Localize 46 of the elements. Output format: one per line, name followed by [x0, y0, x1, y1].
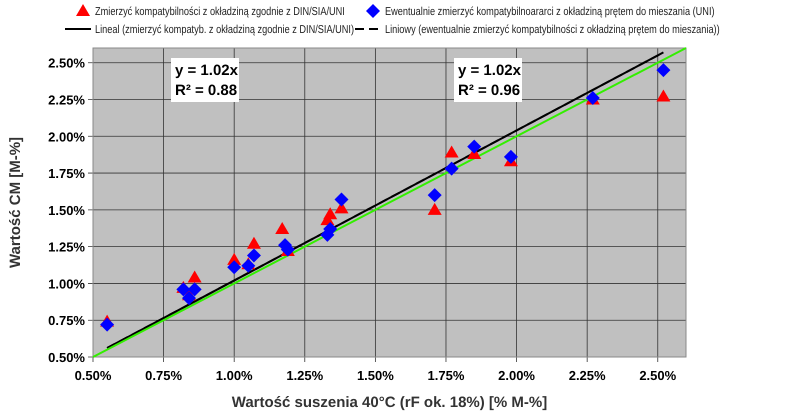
- point: [444, 145, 459, 158]
- point: [275, 222, 290, 234]
- y-tick-label: 1.00%: [48, 276, 86, 292]
- point: [246, 236, 261, 249]
- point: [428, 202, 442, 215]
- point: [334, 192, 348, 207]
- point: [241, 258, 256, 273]
- point: [504, 150, 518, 164]
- y-axis-title: Wartość CM [M-%]: [7, 136, 24, 268]
- point: [444, 162, 459, 176]
- annotation: y = 1.02x R² = 0.96: [458, 62, 522, 99]
- y-tick-label: 1.75%: [48, 166, 86, 182]
- legend-label: Lineal (zmierzyć kompatyb. z okładziną zgodnie z DIN/SIA/UNI): [95, 24, 354, 36]
- annotation: y = 1.02x R² = 0.88: [175, 62, 239, 99]
- x-tick-label: 1.50%: [356, 368, 394, 383]
- y-tick-label: 1.50%: [48, 202, 86, 218]
- point: [227, 260, 242, 274]
- y-tick-label: 2.25%: [48, 92, 86, 108]
- x-tick-label: 1.75%: [428, 368, 465, 383]
- legend-label: Liniowy (ewentualnie zmierzyć kompatybilności z okładziną prętem do mieszania)): [385, 24, 720, 36]
- point: [182, 291, 196, 306]
- x-tick-label: 2.25%: [568, 368, 606, 383]
- y-tick-label: 2.50%: [48, 56, 86, 71]
- x-axis-title: Wartość suszenia 40°C (rF ok. 18%) [% M-%]: [232, 394, 548, 411]
- x-tick-label: 0.50%: [74, 368, 112, 383]
- legend-label: Zmierzyć kompatybilności z okładziną zgodnie z DIN/SIA/UNI: [95, 6, 345, 18]
- y-tick-label: 2.00%: [48, 129, 86, 144]
- point: [428, 188, 442, 202]
- x-tick-label: 2.50%: [639, 368, 677, 383]
- x-tick-label: 2.00%: [498, 368, 536, 383]
- point: [323, 207, 338, 220]
- point: [246, 248, 261, 262]
- legend-label: Ewentualnie zmierzyć kompatybilnoararci z okładziną prętem do mieszania (UNI): [385, 6, 715, 18]
- point: [176, 282, 190, 296]
- point: [467, 140, 482, 154]
- y-tick-label: 1.25%: [48, 240, 86, 255]
- point: [100, 318, 114, 332]
- point: [188, 282, 202, 296]
- point: [656, 90, 670, 102]
- y-tick-label: 0.75%: [48, 313, 86, 328]
- point: [188, 270, 202, 283]
- x-tick-label: 1.25%: [286, 368, 324, 383]
- point: [656, 63, 670, 78]
- x-tick-label: 0.75%: [145, 368, 182, 383]
- x-tick-label: 1.00%: [216, 368, 254, 383]
- y-tick-label: 0.50%: [48, 350, 86, 365]
